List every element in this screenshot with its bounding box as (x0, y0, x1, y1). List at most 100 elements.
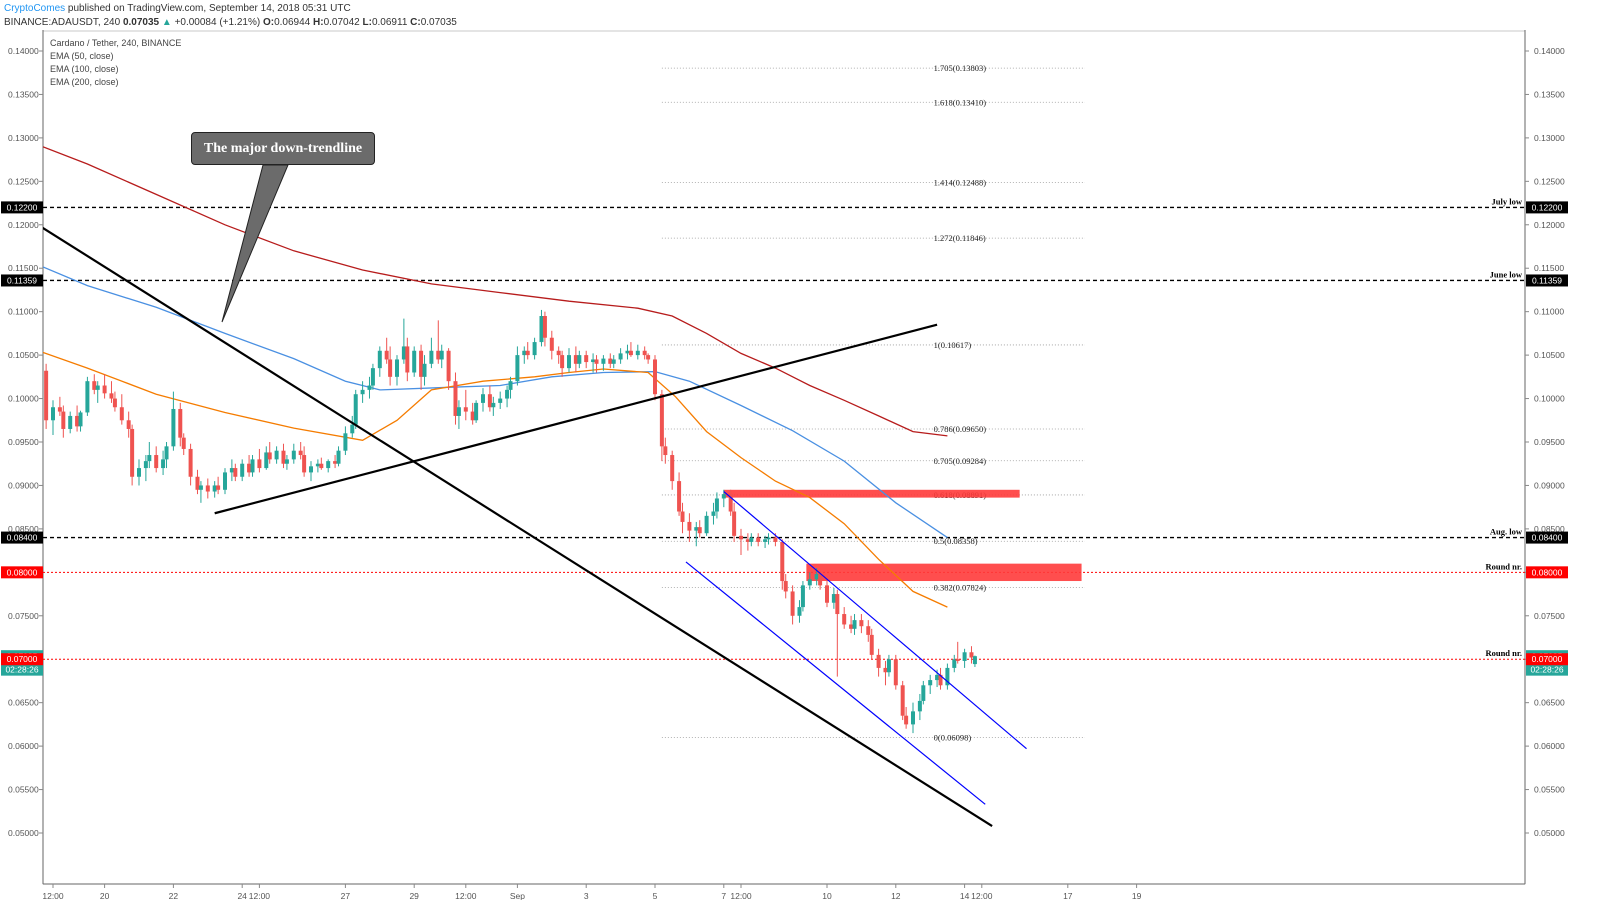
y-tick-label-right: 0.11000 (1534, 307, 1564, 317)
candle-body (456, 407, 461, 416)
candle-body (842, 614, 847, 625)
candle-body (68, 415, 73, 429)
x-tick-label: 12:00 (455, 891, 477, 900)
x-tick-label: 3 (584, 891, 589, 900)
candle-body (439, 350, 444, 360)
candle-body (945, 667, 950, 686)
fib-label: 0.786(0.09650) (934, 424, 987, 434)
candle-body (670, 455, 675, 482)
candle-body (95, 385, 100, 390)
candle-body (474, 402, 479, 421)
fib-label: 1(0.10617) (934, 340, 972, 350)
price-tag-right-bg (1526, 663, 1568, 676)
price-tag-right-bg (1526, 531, 1568, 544)
y-tick-label-right: 0.08500 (1534, 524, 1565, 534)
candle-body (780, 541, 785, 582)
y-tick-label-left: 0.09000 (8, 480, 39, 490)
publish-info: published on TradingView.com, September … (67, 3, 351, 14)
price-tag-left: 0.08400 (7, 533, 38, 543)
candle-body (164, 446, 169, 460)
candle-body (928, 680, 933, 686)
fib-label: 1.705(0.13803) (934, 63, 987, 73)
y-tick-label-right: 0.10000 (1534, 394, 1565, 404)
candle-body (75, 415, 80, 427)
candle-body (154, 455, 159, 469)
candle-body (487, 394, 492, 408)
y-tick-label-left: 0.11000 (8, 307, 38, 317)
x-tick-label: 14 (960, 891, 970, 900)
price-tag-right: 0.08400 (1532, 533, 1563, 543)
candle-body (161, 459, 166, 469)
fib-label: 0.5(0.08358) (934, 536, 978, 546)
x-tick-label: 12:00 (971, 891, 993, 900)
candle-body (44, 370, 49, 421)
candle-body (542, 316, 547, 338)
candle-body (556, 350, 561, 356)
candle-body (539, 316, 544, 343)
close-label: C: (410, 17, 421, 28)
high-value: 0.07042 (323, 17, 360, 28)
candle-body (343, 433, 348, 451)
candle-body (763, 539, 768, 542)
channel-line (685, 561, 986, 805)
x-tick-label: 19 (1132, 891, 1142, 900)
candle-body (326, 461, 331, 469)
y-tick-label-right: 0.05500 (1534, 785, 1565, 795)
candle-body (790, 591, 795, 616)
price-tag-right: 0.11359 (1532, 275, 1562, 285)
candle-body (498, 398, 503, 403)
price-tag-right-bg (1526, 274, 1568, 287)
candle-body (532, 342, 537, 356)
candle-body (171, 408, 176, 447)
y-tick-label-right: 0.14000 (1534, 46, 1565, 56)
candle-body (505, 389, 510, 399)
candle-body (147, 455, 152, 462)
candle-body (436, 350, 441, 360)
candle-body (677, 481, 682, 512)
candle-body (687, 521, 692, 531)
candle-body (866, 626, 871, 635)
x-tick-label: Sep (510, 891, 525, 900)
x-tick-label: 27 (341, 891, 351, 900)
level-label: Round nr. (1485, 648, 1522, 658)
price-tag-right: 0.08000 (1532, 567, 1563, 577)
high-label: H: (313, 17, 324, 28)
callout-pointer (221, 164, 289, 323)
ema100-line (43, 266, 948, 539)
candle-body (377, 350, 382, 369)
candle-body (694, 527, 699, 531)
price-tag-left: 0.07000 (7, 654, 38, 664)
x-tick-label: 12:00 (730, 891, 752, 900)
x-tick-label: 22 (169, 891, 179, 900)
candle-body (567, 355, 571, 369)
price-tag-right-bg (1526, 653, 1568, 666)
candle-body (917, 700, 922, 712)
close-value: 0.07035 (420, 17, 457, 28)
candle-body (900, 685, 905, 716)
price-chart[interactable]: 0.14000 0.14000 0.13500 0.13500 0.13000 0.130… (0, 30, 1600, 900)
candle-body (800, 585, 805, 608)
candle-body (728, 494, 733, 512)
author-link[interactable]: CryptoComes (4, 3, 66, 14)
candle-body (102, 385, 107, 394)
y-tick-label-left: 0.06500 (8, 698, 39, 708)
candle-body (92, 381, 97, 390)
level-label: June low (1490, 269, 1523, 279)
candle-body (584, 355, 589, 363)
candle-body (766, 537, 771, 540)
x-tick-label: 29 (409, 891, 419, 900)
candle-body (601, 358, 606, 364)
candle-body (119, 407, 124, 421)
candle-body (831, 594, 836, 603)
candle-body (972, 656, 977, 665)
candle-body (112, 398, 117, 408)
candle-body (628, 350, 633, 356)
candle-body (240, 463, 245, 477)
candle-body (216, 485, 221, 490)
chart-header: CryptoComes published on TradingView.com… (0, 0, 1600, 30)
y-tick-label-left: 0.13000 (8, 133, 39, 143)
symbol-label: BINANCE:ADAUSDT, 240 (4, 17, 121, 28)
channel-line (723, 491, 1027, 750)
up-arrow-icon: ▲ (161, 17, 172, 28)
candle-body (814, 574, 819, 580)
